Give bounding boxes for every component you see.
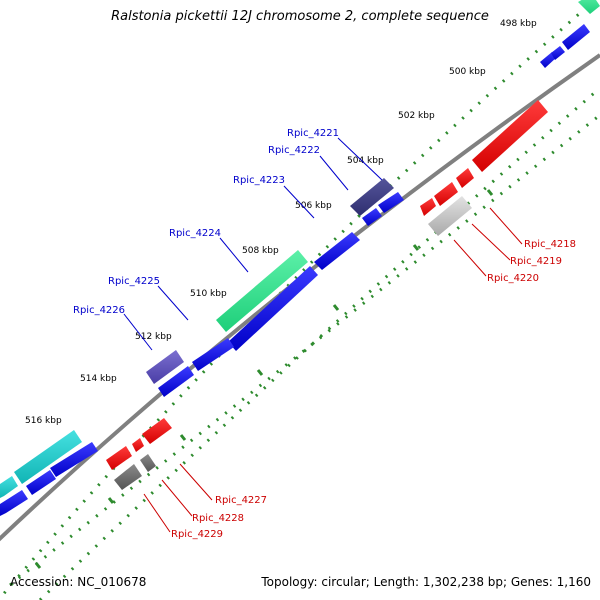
- cds-forward[interactable]: [192, 338, 234, 371]
- gene-label-rpic-4221[interactable]: Rpic_4221: [287, 128, 339, 139]
- gene-cyan-block-2[interactable]: [0, 476, 18, 498]
- gene-label-rpic-4227[interactable]: Rpic_4227: [215, 495, 267, 506]
- cds-reverse[interactable]: [132, 438, 144, 452]
- tick-label: 510 kbp: [190, 289, 227, 299]
- highlighted-forward-genes: [0, 178, 394, 498]
- gene-label-rpic-4229[interactable]: Rpic_4229: [171, 529, 223, 540]
- gene-label-rpic-4225[interactable]: Rpic_4225: [108, 276, 160, 287]
- forward-strand-features: [0, 0, 600, 516]
- cds-reverse[interactable]: [420, 198, 436, 216]
- tick-label: 500 kbp: [449, 67, 486, 77]
- cds-forward[interactable]: [378, 192, 404, 213]
- cds-reverse[interactable]: [142, 418, 172, 444]
- accession-text: Accession: NC_010678: [10, 575, 147, 589]
- cds-forward[interactable]: [228, 266, 318, 351]
- gene-rpic-4228-block[interactable]: [140, 454, 156, 472]
- gene-label-rpic-4218[interactable]: Rpic_4218: [524, 239, 576, 250]
- tick-label: 516 kbp: [25, 416, 62, 426]
- reverse-strand-features: [106, 100, 548, 490]
- gene-cyan-block[interactable]: [14, 430, 82, 484]
- tick-label: 514 kbp: [80, 374, 117, 384]
- cds-forward[interactable]: [562, 24, 590, 50]
- gene-label-rpic-4224[interactable]: Rpic_4224: [169, 228, 221, 239]
- gene-label-rpic-4222[interactable]: Rpic_4222: [268, 145, 320, 156]
- forward-gene-labels: Rpic_4221 Rpic_4222 Rpic_4223 Rpic_4224 …: [73, 128, 383, 351]
- cds-forward[interactable]: [50, 442, 98, 477]
- cds-forward[interactable]: [26, 470, 56, 495]
- cds-reverse[interactable]: [456, 168, 474, 188]
- gene-label-rpic-4226[interactable]: Rpic_4226: [73, 305, 125, 316]
- gene-rpic-4226-block[interactable]: [146, 350, 184, 384]
- summary-text: Topology: circular; Length: 1,302,238 bp…: [261, 575, 591, 589]
- tick-label: 498 kbp: [500, 19, 537, 29]
- reverse-gene-labels: Rpic_4218 Rpic_4219 Rpic_4220 Rpic_4227 …: [143, 207, 576, 540]
- cds-forward[interactable]: [551, 46, 565, 60]
- gene-rpic-4221-block[interactable]: [350, 178, 394, 216]
- cds-reverse[interactable]: [434, 182, 458, 206]
- cds-reverse-large[interactable]: [472, 100, 548, 172]
- cds-forward[interactable]: [578, 0, 600, 14]
- cds-forward[interactable]: [0, 490, 28, 516]
- tick-label: 502 kbp: [398, 111, 435, 121]
- backbone-ticks: [34, 189, 494, 569]
- gene-rpic-4220-block[interactable]: [428, 196, 472, 236]
- gene-label-rpic-4228[interactable]: Rpic_4228: [192, 513, 244, 524]
- gene-label-rpic-4223[interactable]: Rpic_4223: [233, 175, 285, 186]
- tick-label: 508 kbp: [242, 246, 279, 256]
- kbp-tick-labels: 498 kbp 500 kbp 502 kbp 504 kbp 506 kbp …: [25, 19, 537, 426]
- gene-label-rpic-4219[interactable]: Rpic_4219: [510, 256, 562, 267]
- map-title: Ralstonia pickettii 12J chromosome 2, co…: [111, 9, 489, 24]
- middle-dotted-line: [38, 86, 600, 600]
- cds-forward[interactable]: [314, 232, 360, 270]
- gene-rpic-4224-block[interactable]: [216, 250, 308, 332]
- tick-label: 512 kbp: [135, 332, 172, 342]
- gene-label-rpic-4220[interactable]: Rpic_4220: [487, 273, 539, 284]
- gene-rpic-4229-block[interactable]: [114, 464, 142, 490]
- cds-forward[interactable]: [158, 366, 194, 397]
- tick-label: 504 kbp: [347, 156, 384, 166]
- cds-forward[interactable]: [362, 208, 382, 226]
- tick-label: 506 kbp: [295, 201, 332, 211]
- cds-reverse[interactable]: [106, 446, 132, 470]
